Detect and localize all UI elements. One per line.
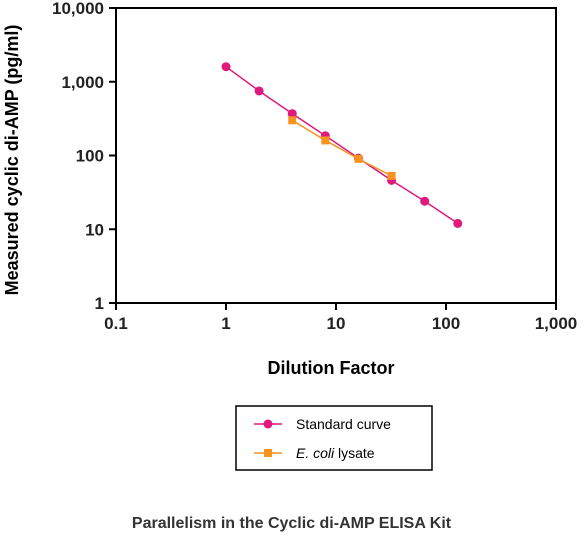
series-line-standard-curve xyxy=(225,66,459,225)
x-tick-label: 1,000 xyxy=(535,314,578,333)
data-point-e-coli-lysate xyxy=(321,136,330,145)
legend-box xyxy=(235,405,433,471)
y-tick-label: 10 xyxy=(85,220,104,239)
y-axis-title: Measured cyclic di-AMP (pg/ml) xyxy=(2,25,22,296)
plot-frame xyxy=(115,7,557,304)
x-tick-label: 1 xyxy=(221,314,230,333)
series-e-coli-lysate xyxy=(288,116,396,180)
data-point-standard-curve xyxy=(254,86,264,96)
legend-marker-standard-curve xyxy=(263,419,273,429)
x-tick-label: 0.1 xyxy=(104,314,128,333)
data-point-standard-curve xyxy=(420,196,430,206)
x-tick-label: 10 xyxy=(327,314,346,333)
legend-marker-e-coli-lysate xyxy=(264,449,272,457)
legend-label-e-coli-lysate-plain: lysate xyxy=(334,445,375,461)
y-tick-label: 100 xyxy=(76,147,104,166)
data-point-e-coli-lysate xyxy=(288,116,297,125)
data-point-e-coli-lysate xyxy=(354,154,363,163)
data-series xyxy=(221,62,463,228)
y-tick-label: 10,000 xyxy=(52,0,104,18)
data-point-e-coli-lysate xyxy=(387,171,396,180)
axes xyxy=(115,7,557,304)
y-tick-label: 1 xyxy=(95,294,104,313)
figure-caption: Parallelism in the Cyclic di-AMP ELISA K… xyxy=(131,515,452,532)
data-point-standard-curve xyxy=(221,62,231,72)
data-point-standard-curve xyxy=(287,109,297,119)
legend-label-e-coli-lysate-italic: E. coli xyxy=(296,445,335,461)
x-axis-title: Dilution Factor xyxy=(268,358,395,378)
x-tick-label: 100 xyxy=(432,314,460,333)
y-tick-label: 1,000 xyxy=(61,73,104,92)
legend-label-standard-curve: Standard curve xyxy=(296,416,391,432)
legend-item-e-coli-lysate: E. coli lysate xyxy=(254,445,375,461)
legend-label-e-coli-lysate: E. coli lysate xyxy=(296,445,375,461)
legend: Standard curve E. coli lysate xyxy=(235,405,433,471)
legend-item-standard-curve: Standard curve xyxy=(254,416,391,432)
series-line-e-coli-lysate xyxy=(291,119,392,177)
data-point-standard-curve xyxy=(453,218,463,228)
series-standard-curve xyxy=(221,62,463,228)
